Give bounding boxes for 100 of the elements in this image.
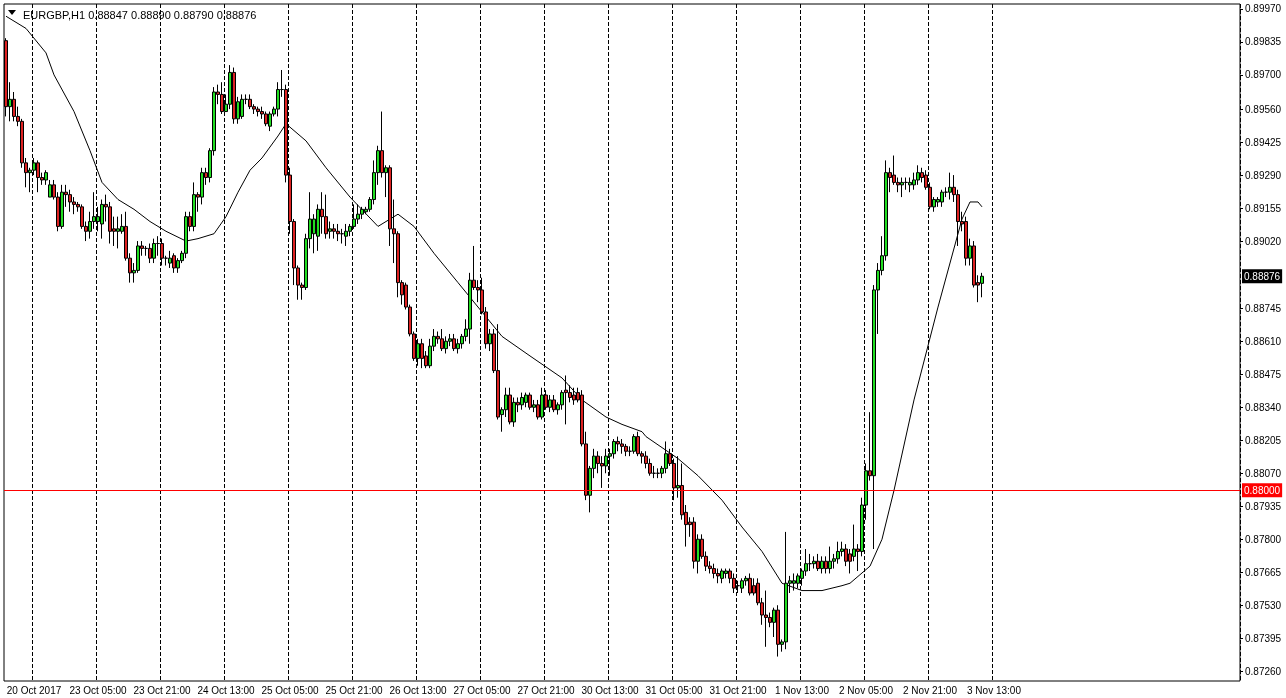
y-tick-label: 0.88340	[1245, 401, 1282, 413]
x-tick-label: 2 Nov 21:00	[903, 684, 958, 696]
candlestick	[720, 568, 724, 584]
candlestick	[900, 177, 904, 198]
y-tick-label: 0.89835	[1245, 36, 1282, 48]
candlestick	[456, 338, 460, 354]
candlestick	[552, 394, 556, 413]
x-tick-label: 26 Oct 13:00	[389, 684, 448, 696]
annotation: 0.88876	[1244, 270, 1281, 282]
candlestick	[528, 392, 532, 411]
candlestick	[440, 328, 444, 352]
candlestick	[168, 250, 172, 269]
candlestick	[268, 111, 272, 132]
candlestick	[524, 392, 528, 408]
candlestick	[816, 553, 820, 572]
candlestick	[324, 194, 328, 240]
candlestick	[916, 164, 920, 186]
candlestick	[152, 238, 156, 264]
ref-line-label: 0.88000	[1244, 484, 1281, 496]
candlestick	[820, 555, 824, 574]
candlestick	[36, 159, 40, 193]
candlestick	[452, 333, 456, 352]
candlestick	[828, 546, 832, 574]
candlestick	[336, 223, 340, 242]
candlestick	[192, 181, 196, 232]
candlestick	[716, 568, 720, 584]
y-tick-label: 0.87935	[1245, 500, 1282, 512]
x-tick-label: 31 Oct 21:00	[709, 684, 768, 696]
y-tick-label: 0.88475	[1245, 368, 1282, 380]
candlestick	[980, 272, 984, 298]
candlestick	[172, 252, 176, 274]
candlestick	[940, 189, 944, 208]
candlestick	[740, 577, 744, 594]
candlestick	[776, 604, 780, 658]
candlestick	[748, 572, 752, 596]
candlestick	[420, 338, 424, 369]
candlestick	[712, 563, 716, 579]
x-tick-label: 25 Oct 05:00	[261, 684, 320, 696]
candlestick	[572, 387, 576, 406]
y-tick-label: 0.87665	[1245, 566, 1282, 578]
x-tick-label: 27 Oct 05:00	[453, 684, 512, 696]
candlestick	[332, 223, 336, 240]
candlestick	[184, 211, 188, 259]
candlestick	[836, 541, 840, 565]
y-tick-label: 0.87800	[1245, 533, 1282, 545]
candlestick	[520, 392, 524, 411]
candlestick	[764, 590, 768, 648]
candlestick	[148, 243, 152, 264]
candlestick	[948, 172, 952, 201]
candlestick	[248, 93, 252, 110]
y-tick-label: 0.89425	[1245, 136, 1282, 148]
y-tick-label: 0.87530	[1245, 599, 1282, 611]
candlestick	[620, 438, 624, 455]
candlestick	[240, 93, 244, 120]
x-tick-label: 30 Oct 13:00	[581, 684, 640, 696]
candlestick	[724, 568, 728, 579]
candlestick	[664, 440, 668, 474]
y-tick-label: 0.89560	[1245, 103, 1282, 115]
y-tick-label: 0.88205	[1245, 434, 1282, 446]
y-tick-label: 0.89290	[1245, 169, 1282, 181]
candlestick	[256, 106, 260, 117]
x-tick-label: 24 Oct 13:00	[197, 684, 256, 696]
candlestick	[116, 216, 120, 249]
candlestick	[964, 216, 968, 267]
candlestick	[624, 443, 628, 457]
x-tick-label: 2 Nov 05:00	[839, 684, 894, 696]
x-tick-label: 27 Oct 21:00	[517, 684, 576, 696]
y-tick-label: 0.89155	[1245, 202, 1282, 214]
y-tick-label: 0.88610	[1245, 335, 1282, 347]
candlestick	[692, 516, 696, 570]
candlestick	[360, 206, 364, 220]
candlestick	[812, 555, 816, 570]
y-tick-label: 0.89970	[1245, 3, 1282, 15]
candlestick	[340, 228, 344, 245]
y-tick-label: 0.87260	[1245, 665, 1282, 677]
candlestick	[808, 553, 812, 572]
y-tick-label: 0.89700	[1245, 69, 1282, 81]
candlestick	[100, 199, 104, 240]
candlestick	[632, 433, 636, 455]
candlestick	[264, 111, 268, 127]
x-tick-label: 25 Oct 21:00	[325, 684, 384, 696]
x-tick-label: 1 Nov 13:00	[775, 684, 830, 696]
y-tick-label: 0.89020	[1245, 235, 1282, 247]
candlestick	[508, 387, 512, 425]
candlestick	[68, 189, 72, 213]
candlestick	[548, 394, 552, 413]
y-tick-label: 0.88070	[1245, 467, 1282, 479]
x-tick-label: 23 Oct 21:00	[133, 684, 192, 696]
candlestick	[232, 67, 236, 125]
x-tick-label: 3 Nov 13:00	[967, 684, 1022, 696]
x-tick-label: 31 Oct 05:00	[645, 684, 704, 696]
chart-title: EURGBP,H1 0.88847 0.88890 0.88790 0.88876	[23, 8, 257, 21]
y-tick-label: 0.88745	[1245, 302, 1282, 314]
candlestick	[564, 374, 568, 425]
candlestick	[356, 203, 360, 225]
y-tick-label: 0.87395	[1245, 632, 1282, 644]
candlestick	[60, 184, 64, 230]
candlestick	[344, 223, 348, 247]
x-tick-label: 20 Oct 2017	[6, 684, 62, 696]
x-tick-label: 23 Oct 05:00	[69, 684, 128, 696]
